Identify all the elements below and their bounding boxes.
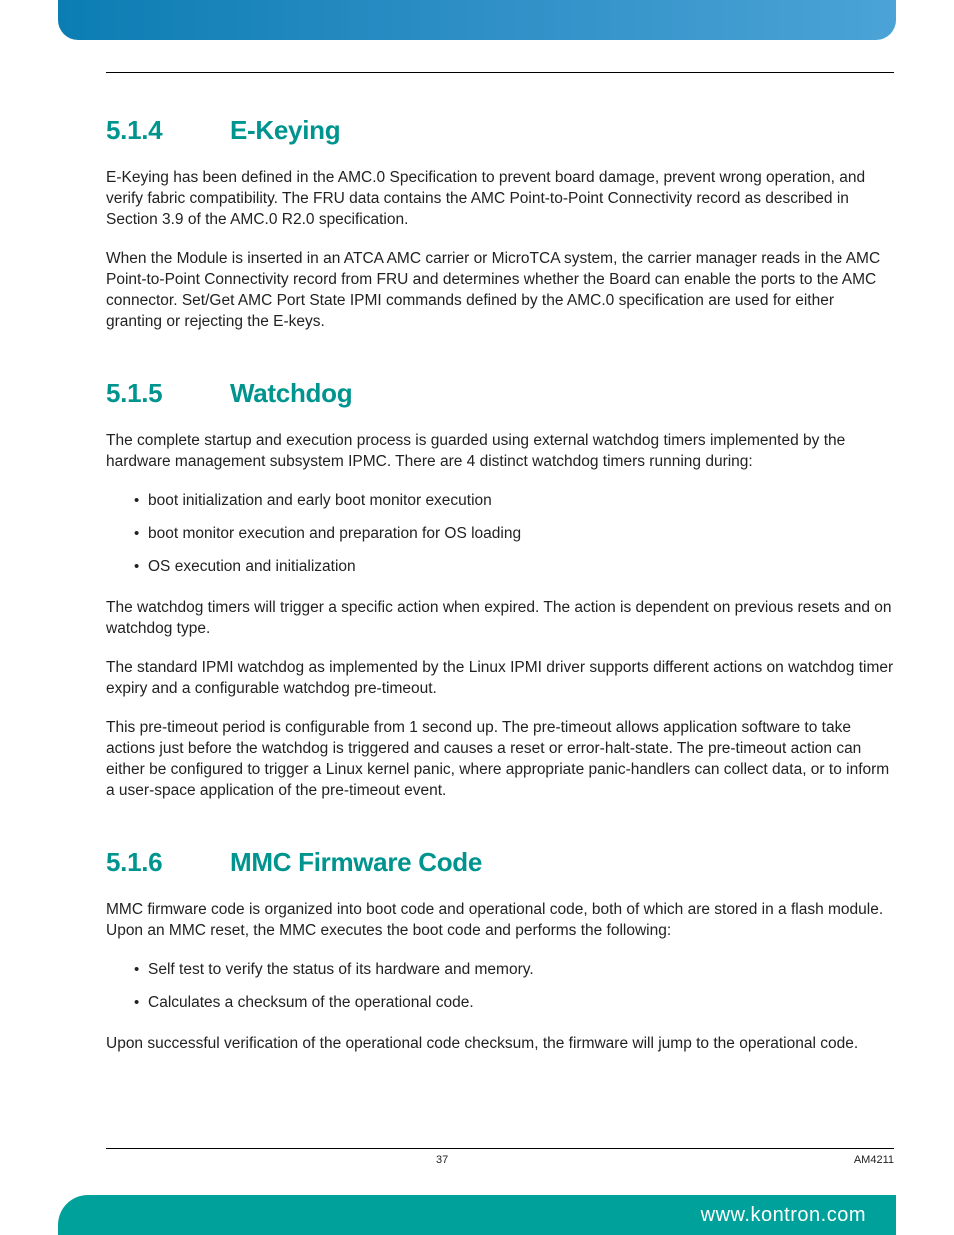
product-code: AM4211 bbox=[854, 1154, 894, 1166]
footer-rule bbox=[106, 1148, 894, 1149]
bullet-list: Self test to verify the status of its ha… bbox=[106, 960, 894, 1014]
page-content: 5.1.4E-Keying E-Keying has been defined … bbox=[106, 72, 894, 1073]
paragraph: When the Module is inserted in an ATCA A… bbox=[106, 249, 894, 333]
list-item: Self test to verify the status of its ha… bbox=[106, 960, 894, 981]
paragraph: The watchdog timers will trigger a speci… bbox=[106, 598, 894, 640]
section-heading-516: 5.1.6MMC Firmware Code bbox=[106, 847, 894, 878]
list-item: Calculates a checksum of the operational… bbox=[106, 993, 894, 1014]
footer: 37 AM4211 bbox=[106, 1154, 894, 1166]
section-title: E-Keying bbox=[230, 115, 340, 145]
list-item: boot monitor execution and preparation f… bbox=[106, 524, 894, 545]
page-number: 37 bbox=[436, 1154, 448, 1166]
paragraph: The standard IPMI watchdog as implemente… bbox=[106, 658, 894, 700]
section-number: 5.1.4 bbox=[106, 115, 230, 146]
bullet-list: boot initialization and early boot monit… bbox=[106, 491, 894, 578]
header-tab bbox=[58, 0, 896, 40]
section-number: 5.1.6 bbox=[106, 847, 230, 878]
section-heading-515: 5.1.5Watchdog bbox=[106, 378, 894, 409]
paragraph: MMC firmware code is organized into boot… bbox=[106, 900, 894, 942]
paragraph: The complete startup and execution proce… bbox=[106, 431, 894, 473]
section-title: Watchdog bbox=[230, 378, 352, 408]
paragraph: This pre-timeout period is configurable … bbox=[106, 718, 894, 802]
list-item: OS execution and initialization bbox=[106, 557, 894, 578]
paragraph: E-Keying has been defined in the AMC.0 S… bbox=[106, 168, 894, 231]
section-heading-514: 5.1.4E-Keying bbox=[106, 115, 894, 146]
section-number: 5.1.5 bbox=[106, 378, 230, 409]
list-item: boot initialization and early boot monit… bbox=[106, 491, 894, 512]
paragraph: Upon successful verification of the oper… bbox=[106, 1034, 894, 1055]
bottom-bar: www.kontron.com bbox=[58, 1195, 896, 1235]
website-url: www.kontron.com bbox=[701, 1204, 866, 1227]
section-title: MMC Firmware Code bbox=[230, 847, 482, 877]
